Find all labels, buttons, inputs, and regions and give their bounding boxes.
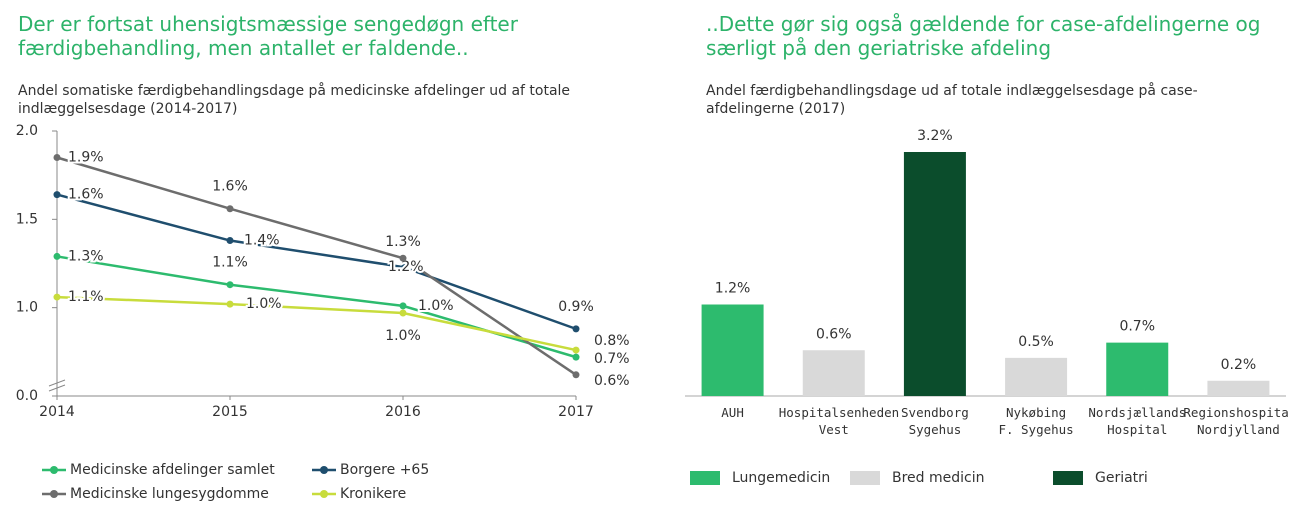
legend-label: Geriatri (1095, 470, 1148, 486)
point (53, 252, 61, 260)
value-label: 0.2% (1221, 357, 1257, 373)
legend-swatch (690, 471, 720, 485)
x-tick-label: 2017 (558, 404, 594, 420)
bar (1005, 357, 1068, 396)
point (572, 353, 580, 361)
bar (903, 152, 966, 396)
category-label: Svendborg Sygehus (901, 405, 969, 437)
point (399, 302, 407, 310)
value-label: 1.2% (715, 281, 751, 297)
legend-dot (320, 490, 328, 498)
point (226, 281, 234, 289)
legend-dot (50, 466, 58, 474)
right-title: ..Dette gør sig også gældende for case-a… (706, 12, 1261, 60)
value-label: 1.0% (418, 298, 454, 314)
series-line (56, 193, 577, 331)
value-label: 3.2% (917, 128, 953, 144)
point (226, 205, 234, 213)
legend-dot (320, 466, 328, 474)
category-label: Nykøbing F. Sygehus (998, 405, 1074, 437)
y-tick-label: 1.0 (16, 300, 38, 316)
series-line (56, 156, 577, 376)
value-label: 1.4% (244, 233, 280, 249)
value-label: 1.3% (385, 234, 421, 250)
point (226, 237, 234, 245)
category-label: Regionshospital Nordjylland (1183, 405, 1289, 437)
axis-break (48, 384, 66, 392)
value-label: 1.1% (68, 289, 104, 305)
category-label: Nordsjællands Hospital (1088, 405, 1187, 437)
value-label: 0.9% (558, 299, 594, 315)
x-tick-label: 2015 (212, 404, 248, 420)
point (53, 154, 61, 161)
y-tick-label: 2.0 (16, 123, 38, 139)
axis-break (48, 379, 66, 387)
point (399, 263, 407, 271)
value-label: 0.8% (594, 333, 630, 349)
left-subtitle: Andel somatiske færdigbehandlingsdage på… (18, 83, 571, 117)
x-tick-label: 2016 (385, 404, 421, 420)
value-label: 0.5% (1018, 334, 1054, 350)
point (572, 325, 580, 333)
value-label: 1.0% (246, 296, 282, 312)
point (53, 191, 61, 199)
right-subtitle: Andel færdigbehandlingsdage ud af totale… (706, 83, 1198, 117)
legend-label: Medicinske afdelinger samlet (70, 462, 275, 478)
value-label: 1.0% (385, 328, 421, 344)
y-tick-label: 1.5 (16, 211, 38, 227)
value-label: 1.6% (212, 179, 248, 195)
value-label: 1.3% (68, 248, 104, 264)
left-title: Der er fortsat uhensigtsmæssige sengedøg… (18, 12, 518, 60)
legend-label: Medicinske lungesygdomme (70, 486, 269, 502)
point (399, 254, 407, 262)
value-label: 0.6% (594, 373, 630, 389)
category-label: Hospitalsenheden Vest (778, 405, 900, 437)
point (53, 293, 61, 301)
y-tick-label: 0.0 (16, 388, 38, 404)
value-label: 1.6% (68, 187, 104, 203)
legend-swatch (850, 471, 880, 485)
legend-dot (50, 490, 58, 498)
point (226, 300, 234, 308)
value-label: 1.1% (212, 255, 248, 271)
category-label: AUH (721, 405, 744, 420)
legend-label: Kronikere (340, 486, 406, 502)
point (399, 309, 407, 317)
series-line (56, 255, 577, 359)
value-label: 1.9% (68, 150, 104, 166)
value-label: 0.7% (594, 351, 630, 367)
legend-swatch (1053, 471, 1083, 485)
legend-label: Borgere +65 (340, 462, 429, 478)
legend-label: Lungemedicin (732, 470, 830, 486)
value-label: 0.7% (1119, 319, 1155, 335)
series-line (56, 295, 577, 352)
bar (1207, 380, 1270, 396)
legend-label: Bred medicin (892, 470, 985, 486)
point (572, 371, 580, 379)
x-tick-label: 2014 (39, 404, 75, 420)
bar (1106, 342, 1169, 396)
value-label: 1.2% (388, 259, 424, 275)
bar (802, 350, 865, 396)
value-label: 0.6% (816, 326, 852, 342)
bar (701, 304, 764, 396)
point (572, 346, 580, 354)
